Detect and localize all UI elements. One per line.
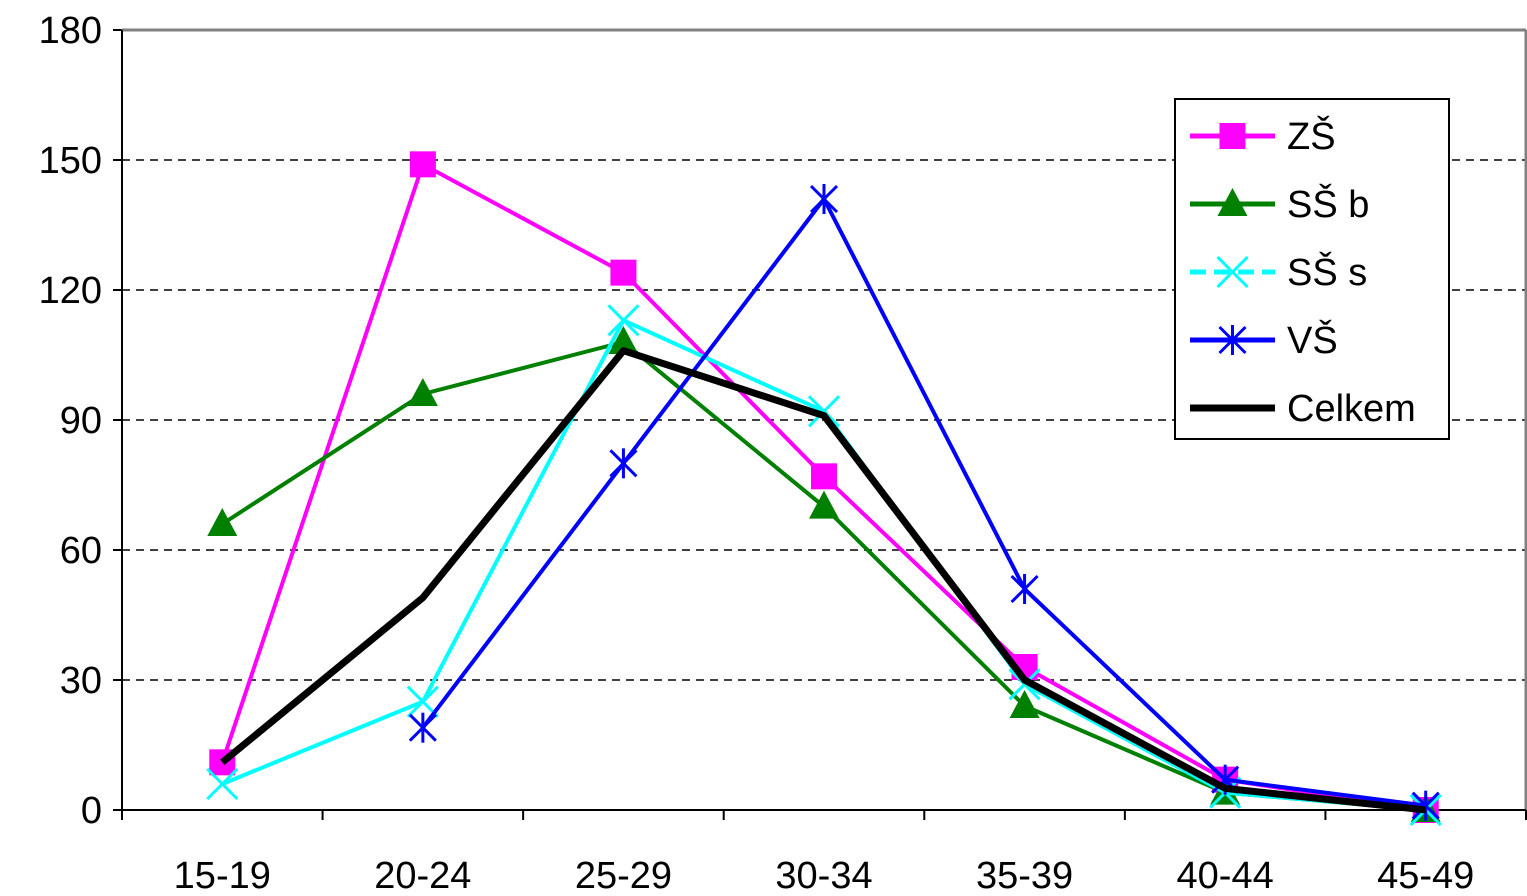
data-point (207, 508, 238, 536)
legend-marker (1217, 188, 1248, 216)
data-point (206, 767, 239, 801)
data-point (1411, 790, 1440, 821)
legend-label: Celkem (1287, 388, 1416, 430)
x-tick-label-15-19: 15-19 (174, 855, 271, 896)
legend-label: VŠ (1287, 318, 1338, 362)
legend-item: SŠ b (1190, 182, 1369, 226)
legend-marker (1218, 325, 1247, 355)
data-point (1008, 668, 1041, 701)
axes: 0 30 60 90 120 150 180 15-19 20-24 25-29 30-34 35-3… (39, 10, 1527, 896)
x-tick-label-40-44: 40-44 (1177, 855, 1274, 896)
series-line (220, 347, 1427, 814)
data-point (807, 395, 841, 428)
y-tick-label: 180 (39, 10, 102, 52)
data-point (1010, 574, 1039, 604)
legend-label: SŠ b (1287, 182, 1369, 226)
series-Celkem (220, 347, 1427, 814)
legend-marker (1216, 255, 1249, 289)
legend-label: SŠ s (1287, 250, 1367, 294)
legend-item: Celkem (1190, 388, 1416, 430)
y-tick-label: 150 (39, 140, 102, 182)
series (206, 151, 1442, 827)
x-tick-label-45-49: 45-49 (1377, 855, 1474, 896)
data-point (609, 448, 638, 479)
data-point (407, 378, 438, 406)
data-point (409, 151, 436, 178)
legend: ZŠ SŠ b SŠ s VŠ Celkem (1174, 98, 1450, 440)
data-point (811, 463, 837, 490)
data-point (809, 184, 839, 214)
data-point (1009, 690, 1040, 718)
legend-item: ZŠ (1190, 114, 1336, 158)
data-point (408, 712, 437, 743)
x-tick-label-25-29: 25-29 (575, 855, 672, 896)
legend-marker (1219, 123, 1246, 149)
legend-item: SŠ s (1190, 250, 1367, 294)
legend-item: VŠ (1190, 318, 1338, 362)
data-point (809, 490, 839, 519)
x-tick-label-35-39: 35-39 (976, 855, 1073, 896)
y-tick-label: 120 (39, 270, 102, 312)
series-VŠ (408, 184, 1440, 821)
y-tick-label: 60 (60, 530, 102, 572)
y-tick-label: 30 (60, 660, 102, 702)
data-point (610, 259, 637, 286)
x-tick-label-30-34: 30-34 (775, 855, 872, 896)
x-tick-label-20-24: 20-24 (374, 855, 471, 896)
series-line (421, 197, 1426, 808)
legend-box (1174, 98, 1450, 440)
data-point (607, 304, 640, 337)
y-tick-label: 90 (60, 400, 102, 442)
legend-label: ZŠ (1287, 114, 1336, 158)
y-tick-label: 0 (81, 790, 102, 832)
data-point (608, 326, 639, 354)
